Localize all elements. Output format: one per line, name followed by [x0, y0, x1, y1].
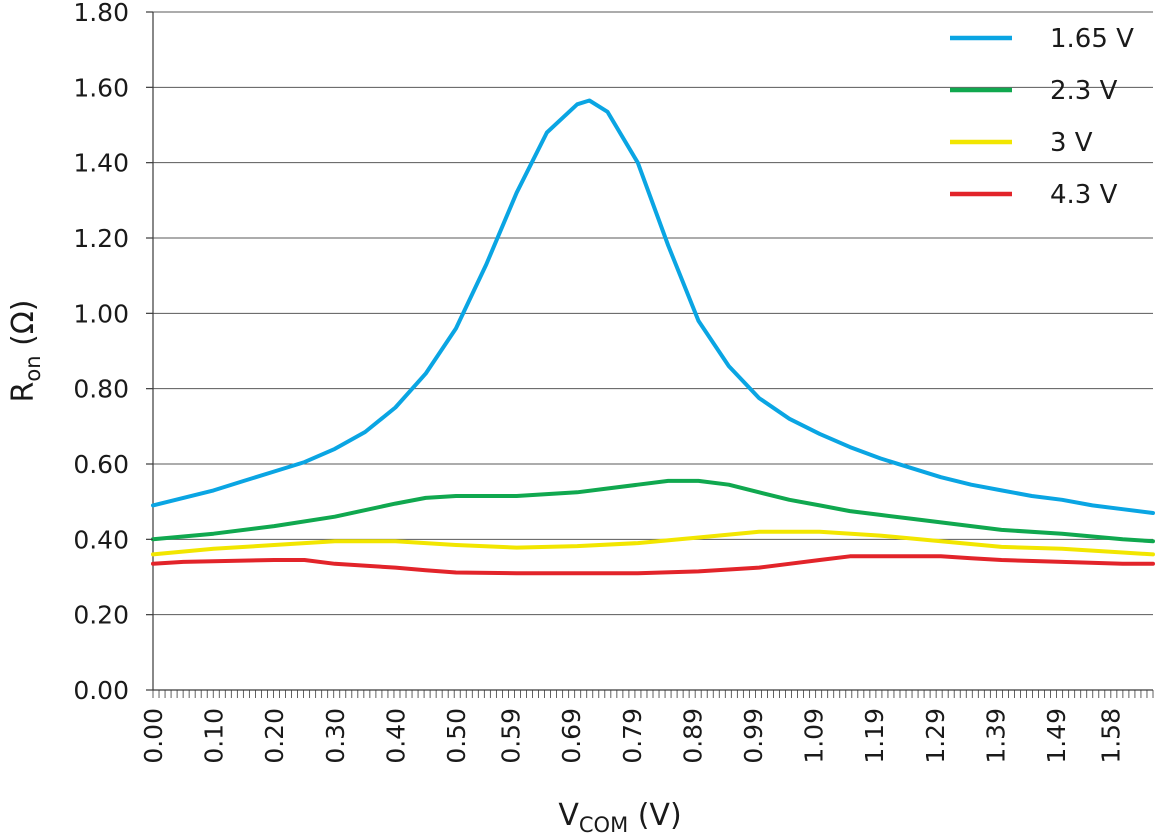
x-tick-label: 1.39	[981, 708, 1010, 764]
series-line-1	[151, 98, 1155, 515]
legend-label-2: 2.3 V	[1050, 76, 1118, 106]
y-tick-label: 1.40	[73, 149, 129, 178]
x-tick-label: 0.99	[739, 708, 768, 764]
grid-lines	[153, 11, 1153, 616]
legend-label-1: 1.65 V	[1050, 24, 1134, 54]
x-axis-title: VCOM (V)	[558, 798, 681, 834]
y-tick-label: 0.00	[73, 676, 129, 705]
y-tick-label: 1.00	[73, 299, 129, 328]
series-lines	[151, 98, 1155, 576]
x-tick-label: 1.09	[800, 708, 829, 764]
x-tick-label: 1.19	[860, 708, 889, 764]
y-tick-label: 0.80	[73, 375, 129, 404]
y-tick-label: 1.20	[73, 224, 129, 253]
y-axis-title-unit: (Ω)	[6, 300, 41, 356]
x-axis-title-unit: (V)	[628, 798, 681, 833]
y-axis-title-main: R	[6, 382, 41, 403]
x-tick-label: 0.79	[618, 708, 647, 764]
x-tick-label: 0.50	[442, 708, 471, 764]
x-tick-label: 1.29	[921, 708, 950, 764]
x-tick-labels: 0.00 0.10 0.20 0.30 0.40 0.50 0.59 0.69 0.79 0.89…	[139, 708, 1126, 764]
x-tick-label: 0.69	[557, 708, 586, 764]
y-axis-title: Ron (Ω)	[6, 300, 45, 403]
x-axis-title-main: V	[558, 798, 579, 833]
series-line-3	[151, 529, 1155, 557]
x-axis-title-sub: COM	[579, 813, 628, 834]
y-tick-labels: 0.00 0.20 0.40 0.60 0.80 1.00 1.20 1.40 1.60 1.80	[73, 0, 153, 705]
y-tick-label: 1.80	[73, 0, 129, 27]
x-tick-label: 0.59	[497, 708, 526, 764]
y-axis-title-sub: on	[21, 355, 45, 381]
x-tick-label: 0.10	[200, 708, 229, 764]
x-tick-label: 1.49	[1042, 708, 1071, 764]
x-tick-label: 1.58	[1097, 708, 1126, 764]
axes	[152, 12, 1153, 691]
series-line-2	[151, 478, 1155, 544]
x-tick-label: 0.89	[678, 708, 707, 764]
x-tick-label: 0.00	[139, 708, 168, 764]
legend-label-4: 4.3 V	[1050, 180, 1118, 210]
legend-label-3: 3 V	[1050, 128, 1093, 158]
series-line-4	[151, 554, 1155, 576]
y-tick-label: 0.40	[73, 525, 129, 554]
x-minor-ticks	[152, 690, 1154, 698]
y-tick-label: 0.60	[73, 450, 129, 479]
x-tick-label: 0.20	[260, 708, 289, 764]
y-tick-label: 0.20	[73, 601, 129, 630]
x-tick-label: 0.30	[321, 708, 350, 764]
x-tick-label: 0.40	[381, 708, 410, 764]
y-tick-label: 1.60	[73, 73, 129, 102]
legend: 1.65 V 2.3 V 3 V 4.3 V	[950, 24, 1134, 210]
